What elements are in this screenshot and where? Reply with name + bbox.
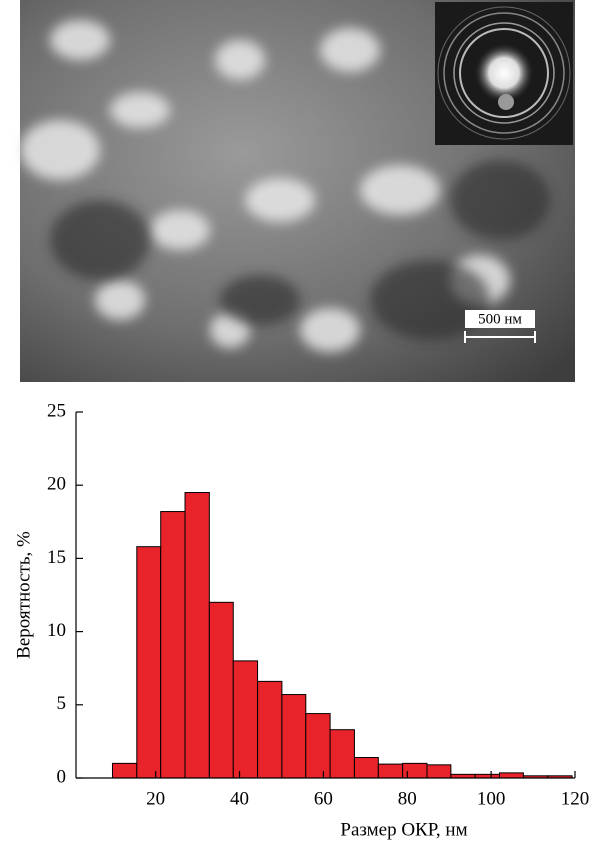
y-tick-label: 20 (47, 474, 66, 495)
micrograph: 500 нм (20, 0, 575, 382)
x-tick-label: 60 (314, 788, 333, 809)
x-tick-label: 100 (477, 788, 506, 809)
x-tick-label: 80 (398, 788, 417, 809)
bar (426, 764, 452, 779)
y-tick-label: 5 (57, 693, 67, 714)
bar (499, 772, 524, 779)
bar (353, 757, 379, 779)
bar (160, 511, 186, 779)
bar (377, 763, 404, 779)
bar (305, 713, 331, 779)
y-tick-label: 0 (57, 766, 67, 787)
bar (232, 660, 259, 779)
bar (111, 762, 138, 779)
bar (281, 694, 307, 779)
bar (208, 601, 234, 779)
bar (329, 729, 355, 779)
bar (136, 546, 162, 779)
y-tick-label: 25 (47, 400, 66, 421)
bar (184, 492, 210, 779)
y-tick-label: 15 (47, 547, 66, 568)
x-tick-label: 120 (561, 788, 590, 809)
x-tick-label: 20 (146, 788, 165, 809)
bar (257, 680, 283, 779)
x-tick-label: 40 (230, 788, 249, 809)
y-axis-title: Вероятность, % (13, 531, 34, 659)
scale-bar-label: 500 нм (478, 311, 522, 327)
x-axis-title: Размер ОКР, нм (340, 819, 467, 840)
y-tick-label: 10 (47, 620, 66, 641)
bar (402, 762, 428, 779)
